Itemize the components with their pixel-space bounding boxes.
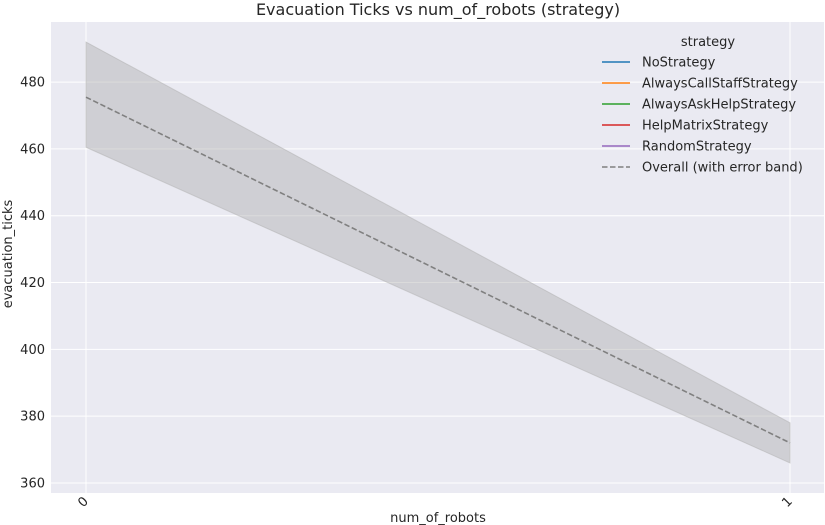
y-tick-label: 420 xyxy=(20,276,45,291)
legend-entry: RandomStrategy xyxy=(602,140,752,155)
legend-entry: AlwaysAskHelpStrategy xyxy=(602,98,796,113)
legend-entry: NoStrategy xyxy=(602,56,716,71)
legend-entry: HelpMatrixStrategy xyxy=(602,119,769,134)
y-tick-label: 480 xyxy=(20,76,45,91)
y-tick-label: 360 xyxy=(20,476,45,491)
legend-label: NoStrategy xyxy=(642,56,716,71)
x-tick-label: 0 xyxy=(75,494,91,510)
chart-title: Evacuation Ticks vs num_of_robots (strat… xyxy=(256,0,620,20)
y-axis-label: evacuation_ticks xyxy=(1,199,16,308)
y-tick-labels: 360 380 400 420 440 460 480 xyxy=(20,76,45,492)
legend-label: RandomStrategy xyxy=(642,140,752,155)
error-band xyxy=(85,41,791,464)
legend-label: AlwaysCallStaffStrategy xyxy=(642,77,798,92)
legend-label: Overall (with error band) xyxy=(642,161,803,176)
x-axis-label: num_of_robots xyxy=(390,511,486,525)
legend-label: HelpMatrixStrategy xyxy=(642,119,769,134)
y-tick-label: 380 xyxy=(20,410,45,425)
series-line-overall xyxy=(85,96,791,444)
legend-title: strategy xyxy=(681,35,736,50)
y-tick-label: 460 xyxy=(20,142,45,157)
y-tick-label: 440 xyxy=(20,209,45,224)
legend-label: AlwaysAskHelpStrategy xyxy=(642,98,796,113)
plot-area xyxy=(51,22,824,493)
legend: strategy NoStrategy AlwaysCallStaffStrate… xyxy=(602,35,803,176)
x-tick-label: 1 xyxy=(779,494,795,510)
legend-entry: Overall (with error band) xyxy=(602,161,803,176)
series-layer xyxy=(85,96,791,444)
y-tick-label: 400 xyxy=(20,343,45,358)
legend-entry: AlwaysCallStaffStrategy xyxy=(602,77,798,92)
error-band-layer xyxy=(85,41,791,464)
